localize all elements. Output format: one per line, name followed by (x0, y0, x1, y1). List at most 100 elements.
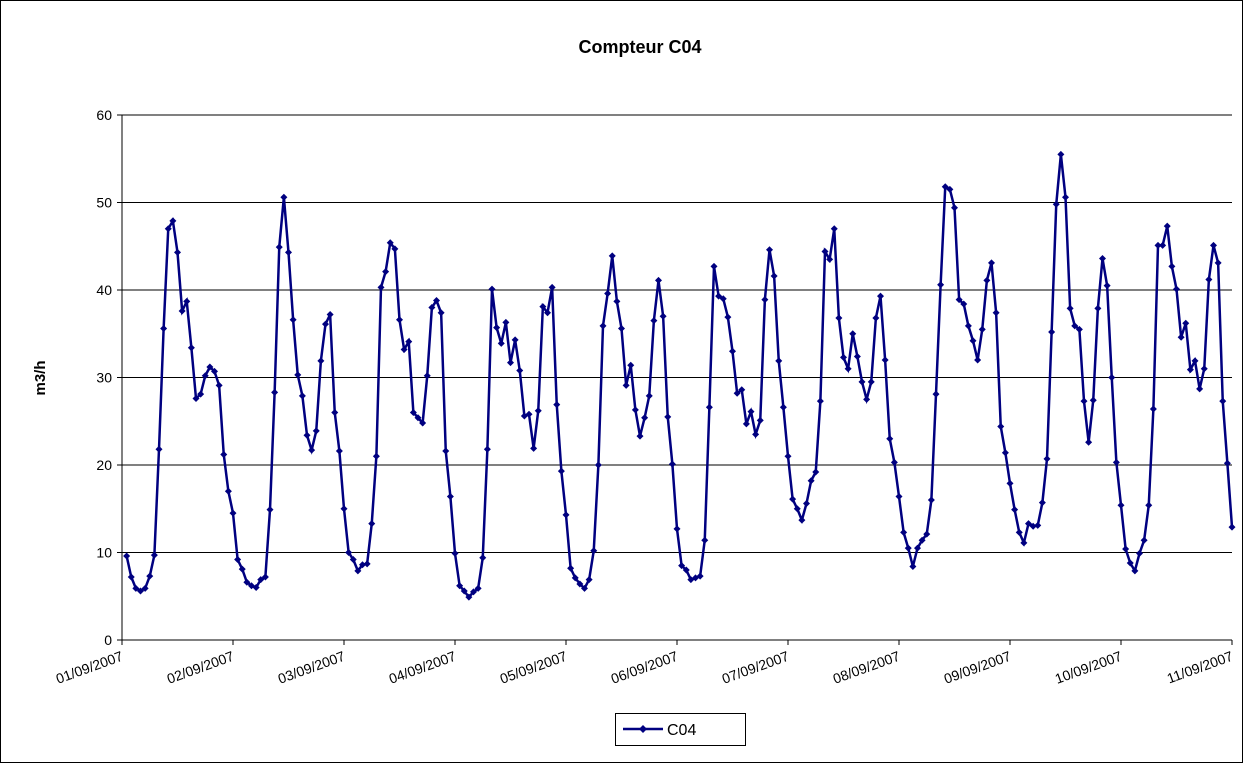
data-point (326, 311, 334, 318)
data-point (1112, 458, 1120, 466)
data-point (1011, 506, 1019, 514)
data-point (1191, 357, 1199, 365)
data-point (372, 452, 380, 460)
data-point (784, 452, 792, 460)
data-point (886, 435, 894, 443)
data-point (1099, 255, 1106, 262)
data-point (747, 408, 755, 416)
data-point (386, 239, 394, 247)
y-tick-label: 40 (96, 282, 112, 298)
data-point (312, 427, 320, 435)
data-point (1200, 365, 1208, 373)
data-point (914, 544, 921, 552)
data-point (793, 505, 801, 513)
data-point (1085, 438, 1093, 446)
data-point (682, 566, 690, 574)
data-point (613, 297, 621, 305)
data-point (470, 588, 477, 596)
data-point (544, 309, 551, 317)
data-point (733, 389, 741, 397)
data-point (308, 446, 316, 454)
data-point (359, 561, 366, 569)
data-point (335, 447, 343, 455)
data-point (1080, 397, 1088, 405)
data-point (178, 307, 186, 315)
data-point (1006, 479, 1014, 487)
data-point (285, 248, 292, 256)
data-point (946, 185, 954, 193)
data-point (701, 536, 709, 544)
data-point (641, 414, 649, 422)
data-point (835, 314, 843, 322)
data-point (127, 573, 135, 581)
data-point (1103, 282, 1111, 290)
data-point (488, 285, 496, 293)
data-point (289, 316, 297, 324)
data-point (1136, 549, 1143, 557)
data-point (516, 367, 524, 374)
data-point (446, 493, 454, 500)
data-point (1140, 536, 1148, 544)
data-point (451, 549, 459, 557)
data-point (571, 574, 579, 582)
data-point (1163, 222, 1171, 230)
data-point (599, 322, 607, 330)
data-point (215, 381, 223, 389)
data-point (238, 565, 246, 573)
data-point (821, 248, 829, 255)
data-point (483, 445, 491, 453)
data-point (900, 528, 908, 536)
data-point (442, 447, 450, 455)
data-point (1048, 328, 1056, 336)
y-tick-label: 20 (96, 457, 112, 473)
data-point (493, 324, 501, 332)
data-point (1025, 520, 1032, 528)
data-point (479, 554, 487, 562)
data-point (826, 255, 834, 263)
y-tick-label: 0 (104, 632, 112, 648)
data-point (1043, 455, 1051, 463)
data-point (220, 451, 228, 458)
data-point (631, 406, 639, 414)
data-point (1015, 528, 1023, 536)
data-point (1205, 276, 1213, 283)
data-point (1066, 304, 1074, 312)
data-point (729, 347, 736, 355)
data-point (937, 281, 945, 289)
data-point (627, 361, 635, 369)
legend-marker (639, 725, 647, 733)
data-point (456, 582, 464, 590)
data-point (405, 338, 413, 346)
data-point (881, 356, 889, 364)
data-point (562, 511, 570, 519)
data-point (160, 325, 168, 332)
data-point (169, 217, 177, 225)
data-point (1038, 499, 1046, 507)
data-point (724, 313, 732, 321)
data-point (840, 353, 847, 361)
data-point (849, 330, 857, 338)
data-point (909, 563, 917, 570)
data-point (1196, 385, 1204, 393)
data-point (678, 562, 686, 570)
data-point (123, 552, 131, 560)
data-point (988, 259, 995, 267)
data-point (1126, 559, 1134, 567)
data-point (941, 183, 949, 191)
y-tick-label: 10 (96, 545, 112, 561)
data-point (150, 551, 158, 559)
chart-title: Compteur C04 (578, 37, 701, 57)
data-point (964, 322, 972, 330)
data-point (1034, 521, 1042, 529)
data-point (890, 458, 898, 466)
data-point (298, 392, 306, 400)
data-point (1052, 200, 1060, 208)
data-point (696, 572, 704, 580)
data-point (1154, 241, 1162, 249)
data-point (1173, 285, 1180, 293)
data-point (812, 468, 820, 476)
data-point (618, 325, 625, 332)
data-point (433, 297, 440, 304)
